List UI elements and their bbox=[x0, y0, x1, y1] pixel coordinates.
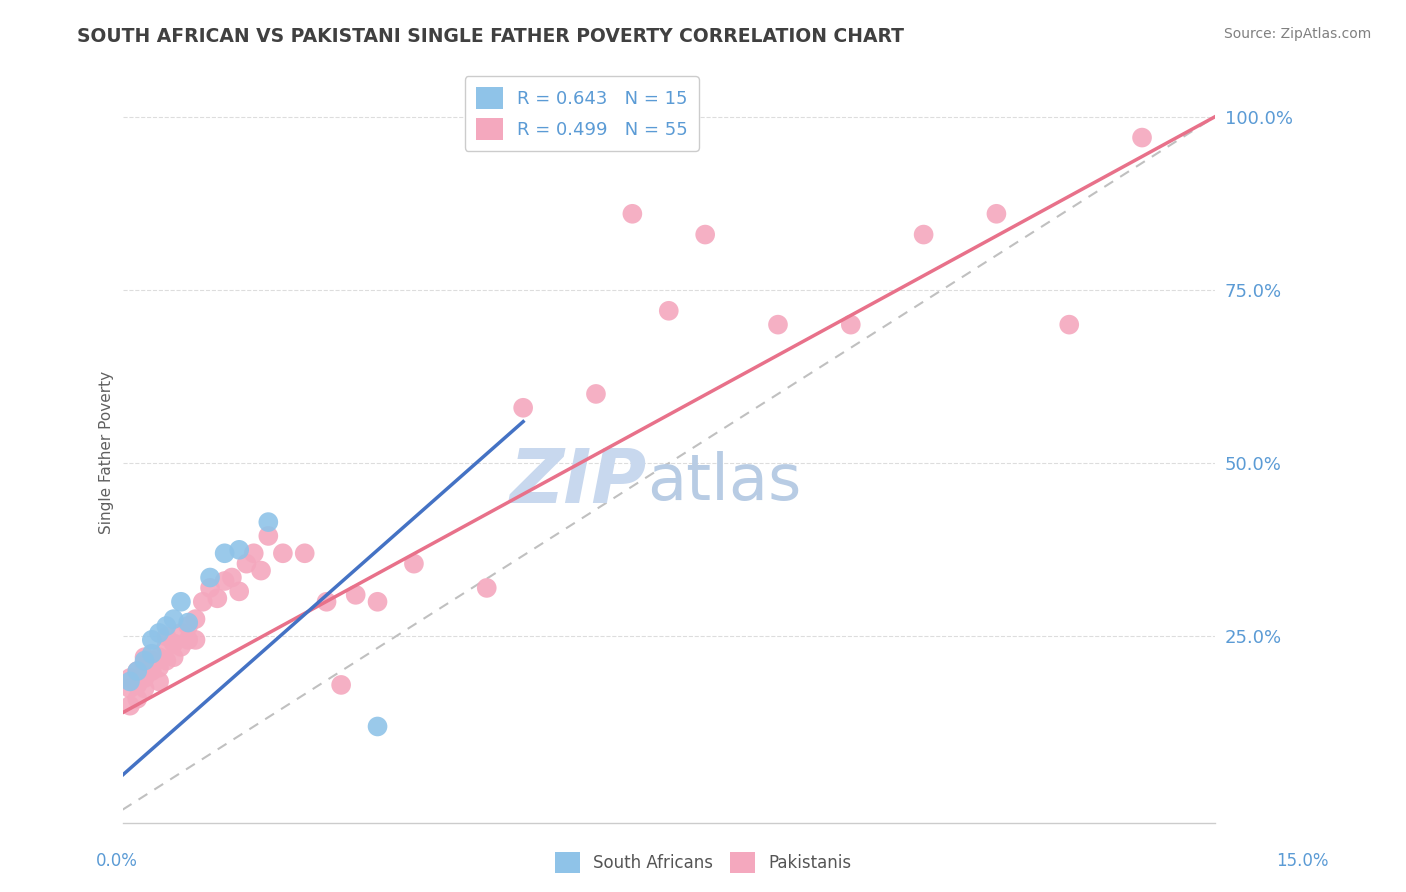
Point bbox=[155, 629, 177, 643]
Point bbox=[294, 546, 316, 560]
Point bbox=[141, 664, 163, 678]
Point bbox=[367, 595, 389, 609]
Point bbox=[163, 636, 186, 650]
Point bbox=[228, 542, 250, 557]
Point bbox=[127, 664, 149, 678]
Point bbox=[141, 654, 163, 668]
Point bbox=[242, 546, 264, 560]
Point bbox=[141, 632, 163, 647]
Point bbox=[134, 657, 156, 672]
Point bbox=[177, 632, 200, 647]
Point bbox=[170, 640, 193, 654]
Point bbox=[184, 632, 207, 647]
Point bbox=[658, 303, 681, 318]
Point bbox=[134, 650, 156, 665]
Point bbox=[315, 595, 337, 609]
Point bbox=[912, 227, 935, 242]
Point bbox=[330, 678, 353, 692]
Point bbox=[271, 546, 294, 560]
Point bbox=[839, 318, 862, 332]
Point bbox=[221, 570, 243, 584]
Y-axis label: Single Father Poverty: Single Father Poverty bbox=[100, 371, 114, 534]
Text: 0.0%: 0.0% bbox=[96, 852, 138, 870]
Point bbox=[148, 660, 170, 674]
Point bbox=[344, 588, 367, 602]
Point bbox=[257, 529, 280, 543]
Point bbox=[402, 557, 425, 571]
Text: ZIP: ZIP bbox=[510, 446, 647, 519]
Point bbox=[214, 574, 236, 588]
Point bbox=[118, 674, 141, 689]
Point bbox=[170, 626, 193, 640]
Point bbox=[621, 207, 644, 221]
Point bbox=[214, 546, 236, 560]
Point bbox=[986, 207, 1008, 221]
Point bbox=[134, 654, 156, 668]
Point bbox=[155, 640, 177, 654]
Point bbox=[235, 557, 257, 571]
Point bbox=[127, 678, 149, 692]
Point bbox=[118, 671, 141, 685]
Point bbox=[148, 626, 170, 640]
Point bbox=[177, 619, 200, 633]
Point bbox=[228, 584, 250, 599]
Point bbox=[1057, 318, 1080, 332]
Point bbox=[163, 612, 186, 626]
Point bbox=[512, 401, 534, 415]
Point bbox=[141, 647, 163, 661]
Legend: South Africans, Pakistanis: South Africans, Pakistanis bbox=[548, 846, 858, 880]
Point bbox=[163, 650, 186, 665]
Point bbox=[207, 591, 229, 606]
Text: SOUTH AFRICAN VS PAKISTANI SINGLE FATHER POVERTY CORRELATION CHART: SOUTH AFRICAN VS PAKISTANI SINGLE FATHER… bbox=[77, 27, 904, 45]
Point bbox=[585, 387, 607, 401]
Point bbox=[198, 570, 221, 584]
Point bbox=[118, 681, 141, 696]
Point bbox=[475, 581, 498, 595]
Point bbox=[148, 650, 170, 665]
Legend: R = 0.643   N = 15, R = 0.499   N = 55: R = 0.643 N = 15, R = 0.499 N = 55 bbox=[465, 77, 699, 151]
Point bbox=[127, 691, 149, 706]
Text: Source: ZipAtlas.com: Source: ZipAtlas.com bbox=[1223, 27, 1371, 41]
Point bbox=[250, 564, 273, 578]
Point bbox=[766, 318, 789, 332]
Text: atlas: atlas bbox=[647, 451, 801, 514]
Point bbox=[155, 654, 177, 668]
Point bbox=[1130, 130, 1153, 145]
Point bbox=[127, 664, 149, 678]
Point bbox=[148, 674, 170, 689]
Point bbox=[695, 227, 717, 242]
Text: 15.0%: 15.0% bbox=[1277, 852, 1329, 870]
Point bbox=[134, 671, 156, 685]
Point bbox=[177, 615, 200, 630]
Point bbox=[184, 612, 207, 626]
Point bbox=[198, 581, 221, 595]
Point bbox=[118, 698, 141, 713]
Point bbox=[257, 515, 280, 529]
Point bbox=[134, 681, 156, 696]
Point bbox=[170, 595, 193, 609]
Point bbox=[367, 719, 389, 733]
Point bbox=[191, 595, 214, 609]
Point bbox=[155, 619, 177, 633]
